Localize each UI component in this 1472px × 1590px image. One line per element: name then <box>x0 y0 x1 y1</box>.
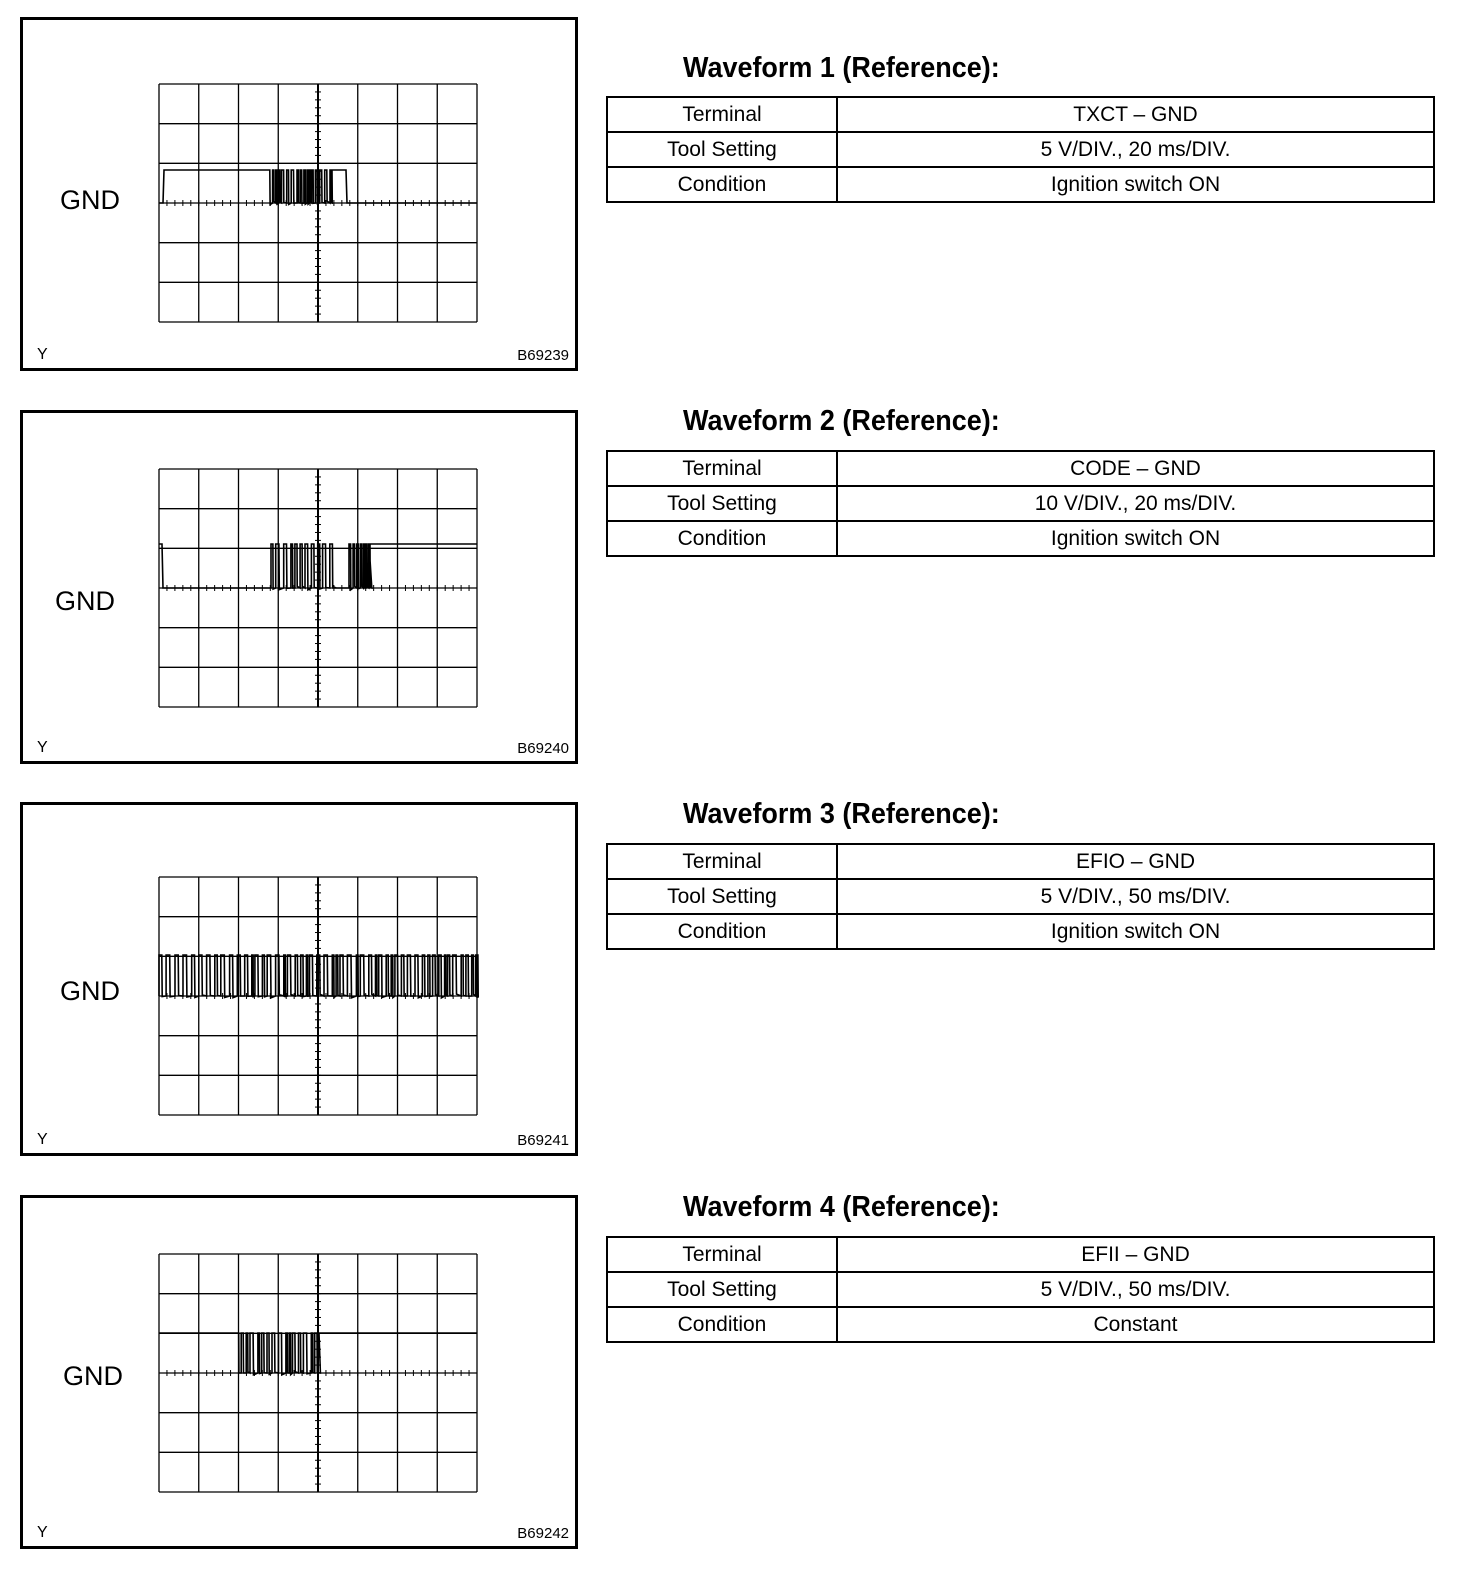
row-value: 5 V/DIV., 50 ms/DIV. <box>836 878 1435 915</box>
oscilloscope-screen <box>158 83 478 323</box>
row-value: Ignition switch ON <box>836 520 1435 557</box>
row-key: Tool Setting <box>606 878 838 915</box>
figure-code: B69239 <box>517 347 569 364</box>
y-mark: Y <box>37 739 48 756</box>
figure-code: B69242 <box>517 1525 569 1542</box>
table-row: Terminal EFIO – GND <box>606 843 1435 880</box>
row-key: Terminal <box>606 1236 838 1273</box>
table-row: Tool Setting 5 V/DIV., 20 ms/DIV. <box>606 131 1435 168</box>
grid <box>158 1253 478 1493</box>
waveform-trace <box>159 1332 477 1377</box>
row-value: Constant <box>836 1306 1435 1343</box>
waveform-3-spec-table: Terminal EFIO – GND Tool Setting 5 V/DIV.,… <box>606 843 1435 950</box>
figure-code: B69240 <box>517 740 569 757</box>
y-mark: Y <box>37 346 48 363</box>
row-value: Ignition switch ON <box>836 913 1435 950</box>
row-key: Tool Setting <box>606 1271 838 1308</box>
row-value: EFII – GND <box>836 1236 1435 1273</box>
y-mark: Y <box>37 1131 48 1148</box>
waveform-1-title: Waveform 1 (Reference): <box>683 52 1000 84</box>
waveform-4-title: Waveform 4 (Reference): <box>683 1191 1000 1223</box>
gnd-label: GND <box>63 1361 123 1391</box>
waveform-trace <box>158 954 479 1000</box>
gnd-label: GND <box>60 976 120 1006</box>
row-key: Tool Setting <box>606 131 838 168</box>
waveform-trace <box>159 543 477 592</box>
row-key: Tool Setting <box>606 485 838 522</box>
table-row: Tool Setting 10 V/DIV., 20 ms/DIV. <box>606 485 1435 522</box>
table-row: Condition Constant <box>606 1306 1435 1343</box>
table-row: Tool Setting 5 V/DIV., 50 ms/DIV. <box>606 1271 1435 1308</box>
table-row: Condition Ignition switch ON <box>606 520 1435 557</box>
row-value: CODE – GND <box>836 450 1435 487</box>
row-key: Condition <box>606 1306 838 1343</box>
table-row: Terminal EFII – GND <box>606 1236 1435 1273</box>
waveform-2-spec-table: Terminal CODE – GND Tool Setting 10 V/DIV.… <box>606 450 1435 557</box>
waveform-4-spec-table: Terminal EFII – GND Tool Setting 5 V/DIV.,… <box>606 1236 1435 1343</box>
waveform-2-figure: GND Y B69240 <box>20 410 578 764</box>
table-row: Terminal CODE – GND <box>606 450 1435 487</box>
row-value: EFIO – GND <box>836 843 1435 880</box>
row-key: Condition <box>606 520 838 557</box>
table-row: Terminal TXCT – GND <box>606 96 1435 133</box>
row-value: TXCT – GND <box>836 96 1435 133</box>
figure-code: B69241 <box>517 1132 569 1149</box>
waveform-2-title: Waveform 2 (Reference): <box>683 405 1000 437</box>
table-row: Tool Setting 5 V/DIV., 50 ms/DIV. <box>606 878 1435 915</box>
table-row: Condition Ignition switch ON <box>606 166 1435 203</box>
row-key: Condition <box>606 166 838 203</box>
table-row: Condition Ignition switch ON <box>606 913 1435 950</box>
row-key: Terminal <box>606 96 838 133</box>
oscilloscope-screen <box>158 468 478 708</box>
oscilloscope-screen <box>158 1253 478 1493</box>
row-value: 5 V/DIV., 20 ms/DIV. <box>836 131 1435 168</box>
row-value: 10 V/DIV., 20 ms/DIV. <box>836 485 1435 522</box>
grid <box>158 468 478 708</box>
row-key: Condition <box>606 913 838 950</box>
oscilloscope-screen <box>158 876 479 1116</box>
waveform-3-figure: GND Y B69241 <box>20 802 578 1156</box>
row-value: Ignition switch ON <box>836 166 1435 203</box>
grid <box>158 876 479 1116</box>
waveform-1-spec-table: Terminal TXCT – GND Tool Setting 5 V/DIV.,… <box>606 96 1435 203</box>
waveform-4-figure: GND Y B69242 <box>20 1195 578 1549</box>
row-key: Terminal <box>606 450 838 487</box>
waveform-3-title: Waveform 3 (Reference): <box>683 798 1000 830</box>
waveform-1-figure: GND Y B69239 <box>20 17 578 371</box>
gnd-label: GND <box>60 185 120 215</box>
grid <box>158 83 478 323</box>
waveform-trace <box>159 169 477 207</box>
row-key: Terminal <box>606 843 838 880</box>
y-mark: Y <box>37 1524 48 1541</box>
row-value: 5 V/DIV., 50 ms/DIV. <box>836 1271 1435 1308</box>
gnd-label: GND <box>55 586 115 616</box>
